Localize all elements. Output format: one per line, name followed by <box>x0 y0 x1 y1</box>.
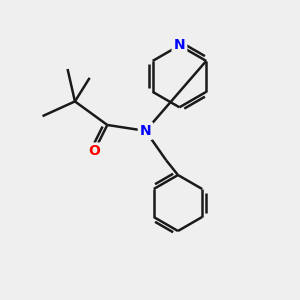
Text: N: N <box>174 38 185 52</box>
Text: O: O <box>88 145 100 158</box>
Text: N: N <box>140 124 152 138</box>
